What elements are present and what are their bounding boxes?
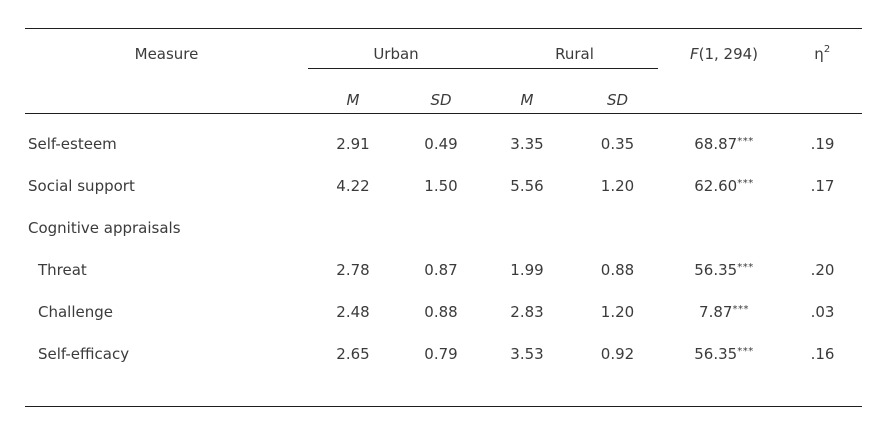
rural-sd-value: 0.88	[600, 261, 635, 279]
rural-sd-value: 0.92	[600, 345, 635, 363]
rural-sd-value: 0.35	[600, 135, 635, 153]
header-f-statistic: F (1, 294)	[665, 29, 783, 69]
f-number: 68.87	[694, 135, 738, 153]
urban-sd-value: 1.50	[424, 177, 458, 195]
urban-sd-value: 0.88	[424, 303, 458, 321]
header-urban-sd: SD	[430, 91, 452, 109]
header-rural-mean: M	[520, 91, 534, 109]
rural-mean-value: 2.83	[510, 303, 544, 321]
eta-squared-value: .16	[810, 345, 835, 363]
significance-asterisks: ***	[737, 178, 754, 189]
f-df-args: (1, 294)	[698, 45, 759, 63]
urban-mean-value: 2.78	[336, 261, 370, 279]
measure-label: Self-efficacy	[38, 345, 130, 363]
table-top-rule	[25, 28, 862, 29]
f-number: 7.87	[699, 303, 733, 321]
rural-sd-value: 1.20	[600, 177, 635, 195]
rural-mean-value: 1.99	[510, 261, 544, 279]
significance-asterisks: ***	[737, 136, 754, 147]
f-number: 56.35	[694, 261, 738, 279]
measure-label: Threat	[38, 261, 87, 279]
table-bottom-rule	[25, 406, 862, 407]
urban-rural-spanner-rule	[308, 68, 658, 69]
eta-exponent: 2	[823, 43, 831, 55]
measure-section-label: Cognitive appraisals	[28, 219, 181, 237]
measure-label: Social support	[28, 177, 135, 195]
table-row: Self-esteem 2.91 0.49 3.35 0.35 68.87***…	[25, 123, 862, 165]
header-measure: Measure	[134, 45, 199, 63]
f-symbol: F	[689, 45, 699, 63]
f-statistic-value: 7.87***	[665, 303, 783, 321]
urban-sd-value: 0.79	[424, 345, 458, 363]
table-row: Threat 2.78 0.87 1.99 0.88 56.35*** .20	[25, 249, 862, 291]
rural-mean-value: 5.56	[510, 177, 544, 195]
rural-mean-value: 3.53	[510, 345, 544, 363]
rural-sd-value: 1.20	[600, 303, 635, 321]
f-number: 56.35	[694, 345, 738, 363]
table-row: Self-efficacy 2.65 0.79 3.53 0.92 56.35*…	[25, 333, 862, 375]
table-header-separator-rule	[25, 113, 862, 114]
f-statistic-value: 56.35***	[665, 261, 783, 279]
urban-mean-value: 4.22	[336, 177, 370, 195]
eta-squared-value: .19	[810, 135, 835, 153]
measure-label: Self-esteem	[28, 135, 117, 153]
header-rural-group: Rural	[555, 45, 594, 63]
urban-mean-value: 2.91	[336, 135, 370, 153]
eta-squared-value: .03	[810, 303, 835, 321]
significance-asterisks: ***	[732, 304, 749, 315]
table-row: Social support 4.22 1.50 5.56 1.20 62.60…	[25, 165, 862, 207]
table-body: Self-esteem 2.91 0.49 3.35 0.35 68.87***…	[25, 114, 862, 375]
eta-squared-value: .20	[810, 261, 835, 279]
urban-sd-value: 0.87	[424, 261, 458, 279]
f-statistic-value: 56.35***	[665, 345, 783, 363]
urban-sd-value: 0.49	[424, 135, 458, 153]
f-number: 62.60	[694, 177, 738, 195]
table-row: Challenge 2.48 0.88 2.83 1.20 7.87*** .0…	[25, 291, 862, 333]
f-statistic-value: 62.60***	[665, 177, 783, 195]
eta-symbol: η	[814, 45, 824, 63]
header-urban-mean: M	[346, 91, 360, 109]
table-section-row: Cognitive appraisals	[25, 207, 862, 249]
significance-asterisks: ***	[737, 346, 754, 357]
f-statistic-value: 68.87***	[665, 135, 783, 153]
urban-mean-value: 2.65	[336, 345, 370, 363]
header-rural-sd: SD	[606, 91, 629, 109]
significance-asterisks: ***	[737, 262, 754, 273]
rural-mean-value: 3.35	[510, 135, 544, 153]
table-header-row-stats: M SD M SD	[25, 69, 862, 113]
measure-label: Challenge	[38, 303, 113, 321]
urban-mean-value: 2.48	[336, 303, 370, 321]
eta-squared-value: .17	[810, 177, 835, 195]
header-urban-group: Urban	[373, 45, 419, 63]
